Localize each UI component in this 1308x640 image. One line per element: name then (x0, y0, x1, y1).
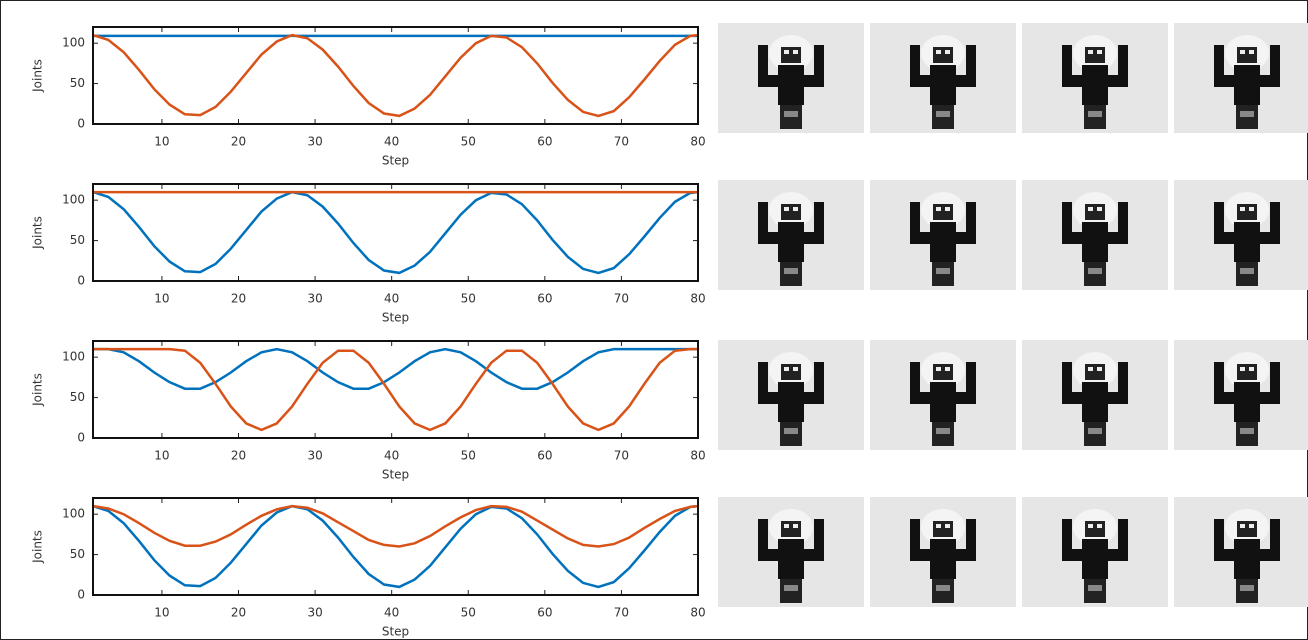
x-tick-label: 30 (307, 292, 322, 306)
x-tick-label: 50 (461, 135, 476, 149)
series-line (92, 190, 699, 275)
x-tick-label: 40 (384, 606, 399, 620)
x-axis-label: Step (382, 468, 409, 482)
axes-box (92, 26, 699, 125)
robot-image (870, 23, 1016, 133)
y-axis-label: Joints (31, 373, 45, 407)
robot-image (1022, 23, 1168, 133)
robot-image (1174, 180, 1308, 290)
y-tick-label: 50 (70, 233, 85, 247)
y-axis-label: Joints (31, 216, 45, 250)
x-tick-label: 70 (614, 135, 629, 149)
robot-image (870, 340, 1016, 450)
robot-image (718, 180, 864, 290)
series-line (93, 347, 698, 390)
x-tick-label: 40 (384, 292, 399, 306)
x-tick-label: 60 (537, 449, 552, 463)
x-tick-label: 50 (461, 292, 476, 306)
y-tick-label: 100 (62, 193, 85, 207)
x-tick-label: 10 (154, 292, 169, 306)
y-tick-label: 0 (77, 431, 85, 445)
robot-image (870, 497, 1016, 607)
y-tick-label: 0 (77, 588, 85, 602)
robot-image (1022, 180, 1168, 290)
robot-image (1022, 340, 1168, 450)
x-tick-label: 10 (154, 135, 169, 149)
axes-box (92, 183, 699, 282)
x-tick-label: 40 (384, 135, 399, 149)
x-axis-label: Step (382, 154, 409, 168)
x-tick-label: 30 (307, 606, 322, 620)
x-tick-label: 70 (614, 292, 629, 306)
x-tick-label: 80 (690, 292, 705, 306)
y-tick-label: 0 (77, 274, 85, 288)
robot-image (718, 340, 864, 450)
x-tick-label: 30 (307, 135, 322, 149)
robot-image (1174, 497, 1308, 607)
y-axis-label: Joints (31, 530, 45, 564)
x-tick-label: 70 (614, 449, 629, 463)
y-tick-label: 50 (70, 547, 85, 561)
x-tick-label: 60 (537, 292, 552, 306)
x-tick-label: 70 (614, 606, 629, 620)
y-axis-label: Joints (31, 59, 45, 93)
robot-image (870, 180, 1016, 290)
y-tick-label: 0 (77, 117, 85, 131)
x-tick-label: 60 (537, 606, 552, 620)
x-tick-label: 60 (537, 135, 552, 149)
x-tick-label: 30 (307, 449, 322, 463)
series-line (92, 504, 699, 548)
series-line (92, 504, 699, 589)
y-tick-label: 100 (62, 507, 85, 521)
x-tick-label: 80 (690, 135, 705, 149)
x-tick-label: 10 (154, 449, 169, 463)
robot-image (718, 23, 864, 133)
x-tick-label: 80 (690, 606, 705, 620)
x-tick-label: 20 (231, 135, 246, 149)
x-tick-label: 40 (384, 449, 399, 463)
x-tick-label: 80 (690, 449, 705, 463)
y-tick-label: 50 (70, 76, 85, 90)
y-tick-label: 100 (62, 350, 85, 364)
x-axis-label: Step (382, 311, 409, 325)
x-axis-label: Step (382, 625, 409, 639)
robot-image (1022, 497, 1168, 607)
x-tick-label: 50 (461, 449, 476, 463)
robot-image (718, 497, 864, 607)
y-tick-label: 50 (70, 390, 85, 404)
x-tick-label: 10 (154, 606, 169, 620)
series-line (92, 33, 699, 118)
y-tick-label: 100 (62, 36, 85, 50)
x-tick-label: 50 (461, 606, 476, 620)
x-tick-label: 20 (231, 292, 246, 306)
robot-image (1174, 23, 1308, 133)
axes-box (92, 497, 699, 596)
robot-image (1174, 340, 1308, 450)
x-tick-label: 20 (231, 606, 246, 620)
x-tick-label: 20 (231, 449, 246, 463)
axes-box (92, 340, 699, 439)
series-line (93, 347, 698, 432)
